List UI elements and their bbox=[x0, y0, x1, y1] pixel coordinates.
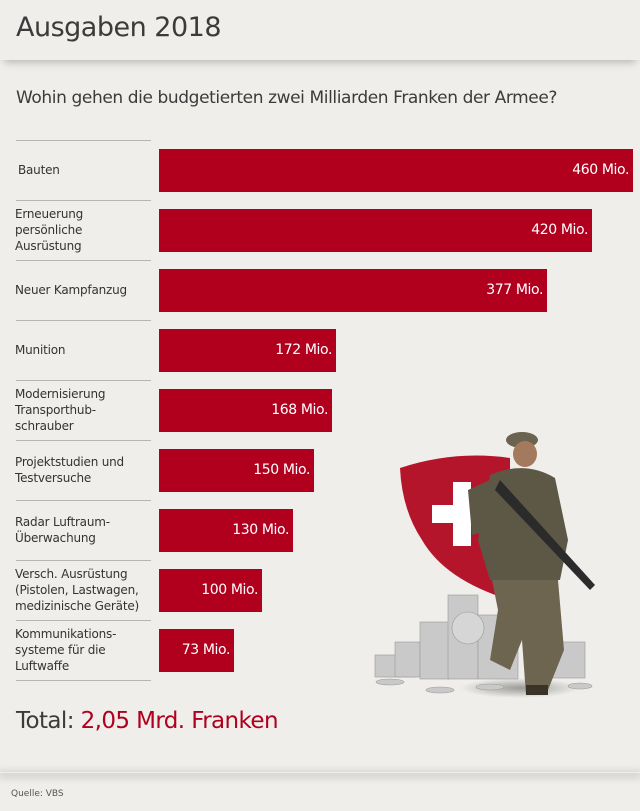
category-label-text: Kommunikations-systeme für die Luftwaffe bbox=[15, 627, 117, 673]
bar: 460 Mio. bbox=[159, 149, 633, 192]
row-divider bbox=[16, 260, 151, 261]
bar-value-label: 130 Mio. bbox=[232, 522, 289, 538]
category-label: Neuer Kampfanzug bbox=[15, 261, 155, 319]
category-label: Projektstudien und Testversuche bbox=[15, 441, 155, 499]
bar: 420 Mio. bbox=[159, 209, 592, 252]
category-label-text: Erneuerung persönliche Ausrüstung bbox=[15, 207, 84, 253]
bar-value-label: 168 Mio. bbox=[271, 402, 328, 418]
category-label-text: Munition bbox=[15, 343, 66, 357]
bar: 100 Mio. bbox=[159, 569, 262, 612]
bar: 172 Mio. bbox=[159, 329, 336, 372]
row-divider bbox=[16, 320, 151, 321]
category-label: Radar Luftraum- Überwachung bbox=[15, 501, 155, 559]
bar-value-label: 172 Mio. bbox=[275, 342, 332, 358]
bar-value-label: 73 Mio. bbox=[181, 642, 231, 658]
category-label: Munition bbox=[15, 321, 155, 379]
bar-chart: Bauten 460 Mio. Erneuerung persönliche Ausrü… bbox=[15, 140, 633, 681]
category-label-text: Modernisierung Transporthub-schrauber bbox=[15, 387, 106, 433]
bar: 73 Mio. bbox=[159, 629, 234, 672]
bar-value-label: 460 Mio. bbox=[572, 162, 629, 178]
category-label-text: Radar Luftraum- Überwachung bbox=[15, 515, 110, 545]
bar: 377 Mio. bbox=[159, 269, 547, 312]
row-divider bbox=[16, 200, 151, 201]
category-label-text: Neuer Kampfanzug bbox=[15, 283, 127, 297]
category-label-text: Bauten bbox=[18, 163, 60, 177]
category-label: Erneuerung persönliche Ausrüstung bbox=[15, 201, 155, 259]
category-label-text: Versch. Ausrüstung (Pistolen, Lastwagen, m… bbox=[15, 567, 139, 613]
row-divider bbox=[16, 140, 151, 141]
bar-value-label: 377 Mio. bbox=[486, 282, 543, 298]
bar-value-label: 100 Mio. bbox=[201, 582, 258, 598]
chart-subtitle: Wohin gehen die budgetierten zwei Millia… bbox=[16, 88, 558, 108]
source-note: Quelle: VBS bbox=[11, 789, 64, 799]
total: Total: 2,05 Mrd. Franken bbox=[16, 708, 279, 734]
row-divider bbox=[16, 440, 151, 441]
row-divider bbox=[16, 620, 151, 621]
category-label: Modernisierung Transporthub-schrauber bbox=[15, 381, 155, 439]
category-label: Versch. Ausrüstung (Pistolen, Lastwagen, m… bbox=[15, 561, 155, 619]
header: Ausgaben 2018 bbox=[0, 0, 640, 60]
row-divider bbox=[16, 560, 151, 561]
bar-value-label: 420 Mio. bbox=[531, 222, 588, 238]
total-value: 2,05 Mrd. Franken bbox=[80, 708, 279, 734]
bar: 130 Mio. bbox=[159, 509, 293, 552]
footer-divider bbox=[0, 772, 640, 773]
bar: 168 Mio. bbox=[159, 389, 332, 432]
category-label: Bauten bbox=[15, 141, 155, 199]
category-label-text: Projektstudien und Testversuche bbox=[15, 455, 124, 485]
row-divider bbox=[16, 380, 151, 381]
category-label: Kommunikations-systeme für die Luftwaffe bbox=[15, 621, 155, 679]
bar: 150 Mio. bbox=[159, 449, 314, 492]
bar-value-label: 150 Mio. bbox=[253, 462, 310, 478]
row-divider bbox=[16, 500, 151, 501]
soldier-icon bbox=[468, 432, 595, 695]
row-divider bbox=[16, 680, 151, 681]
total-label: Total: bbox=[16, 708, 74, 734]
soldier-illustration bbox=[374, 432, 595, 698]
chart-title: Ausgaben 2018 bbox=[16, 12, 222, 43]
